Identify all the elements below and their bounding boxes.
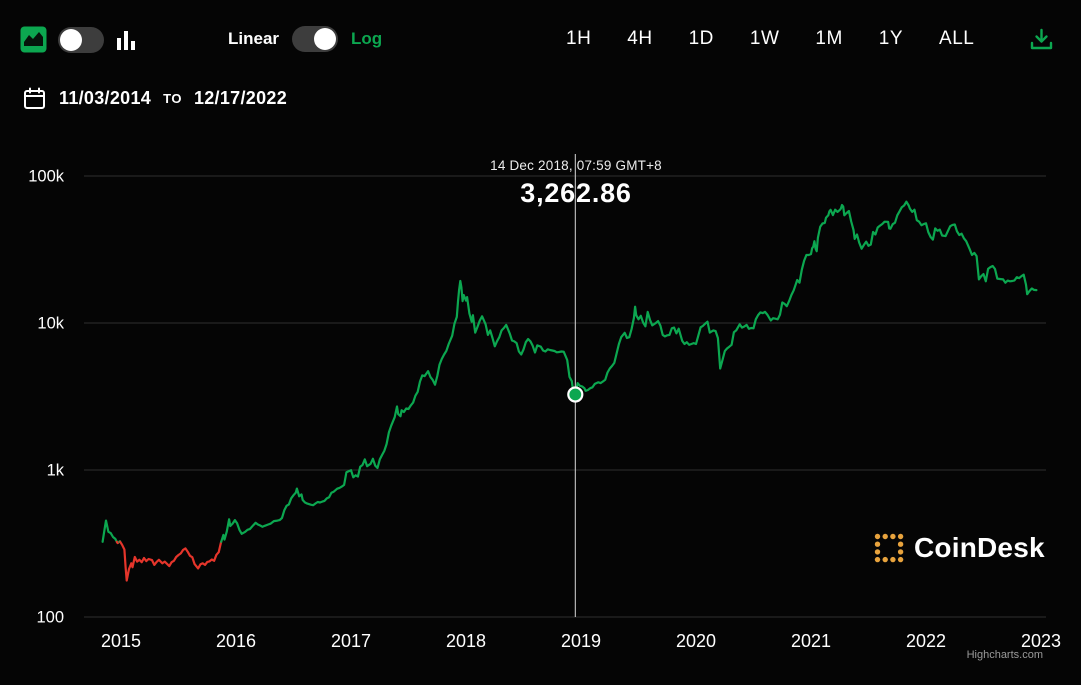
y-axis-label: 100k	[28, 168, 65, 186]
x-axis-label: 2023	[1021, 631, 1061, 651]
range-1y[interactable]: 1Y	[878, 28, 904, 49]
coindesk-mark-icon	[874, 533, 904, 563]
calendar-icon[interactable]	[22, 86, 47, 111]
date-range-row: 11/03/2014 TO 12/17/2022	[22, 86, 287, 111]
x-axis-label: 2022	[906, 631, 946, 651]
price-chart[interactable]: 100k 10k 1k 100 2015 2016 2017 2018 2019 2020 2021…	[0, 130, 1081, 675]
end-date[interactable]: 12/17/2022	[193, 88, 288, 108]
highcharts-credit[interactable]: Highcharts.com	[966, 649, 1043, 661]
range-all[interactable]: ALL	[939, 28, 975, 49]
chart-canvas[interactable]: 100k 10k 1k 100 2015 2016 2017 2018 2019 2020 2021…	[0, 130, 1081, 675]
selected-point-marker	[567, 386, 584, 403]
range-1d[interactable]: 1D	[688, 28, 714, 49]
range-1m[interactable]: 1M	[815, 28, 843, 49]
x-axis-label: 2017	[331, 631, 371, 651]
x-axis-label: 2019	[561, 631, 601, 651]
range-4h[interactable]: 4H	[627, 28, 653, 49]
scale-toggle[interactable]	[292, 26, 339, 52]
coindesk-brand-text: CoinDesk	[914, 532, 1045, 563]
log-label[interactable]: Log	[351, 29, 383, 48]
x-axis-label: 2016	[216, 631, 256, 651]
y-axis-label: 100	[36, 609, 64, 627]
scale-toggle-group: Linear Log	[228, 26, 382, 52]
download-icon[interactable]	[1028, 26, 1055, 56]
y-axis-label: 10k	[37, 315, 64, 333]
chart-type-group	[20, 26, 137, 53]
price-line-green	[220, 200, 1038, 543]
start-date[interactable]: 11/03/2014	[59, 88, 152, 108]
linear-label[interactable]: Linear	[228, 29, 280, 48]
area-chart-icon[interactable]	[20, 26, 47, 53]
x-axis-label: 2015	[101, 631, 141, 651]
toggle-knob	[60, 28, 82, 51]
range-selector: 1H 4H 1D 1W 1M 1Y ALL	[566, 28, 974, 50]
toggle-knob	[314, 28, 337, 50]
to-label: TO	[163, 91, 182, 106]
price-line-red	[119, 540, 223, 582]
x-axis-label: 2021	[791, 631, 831, 651]
bar-chart-icon[interactable]	[115, 28, 137, 52]
x-axis-label: 2020	[676, 631, 716, 651]
coindesk-logo: CoinDesk	[874, 532, 1045, 564]
range-1w[interactable]: 1W	[749, 28, 780, 49]
y-axis-label: 1k	[47, 462, 65, 480]
chart-style-toggle[interactable]	[58, 26, 104, 53]
range-1h[interactable]: 1H	[566, 28, 592, 49]
price-line-green	[101, 519, 118, 543]
x-axis-label: 2018	[446, 631, 486, 651]
